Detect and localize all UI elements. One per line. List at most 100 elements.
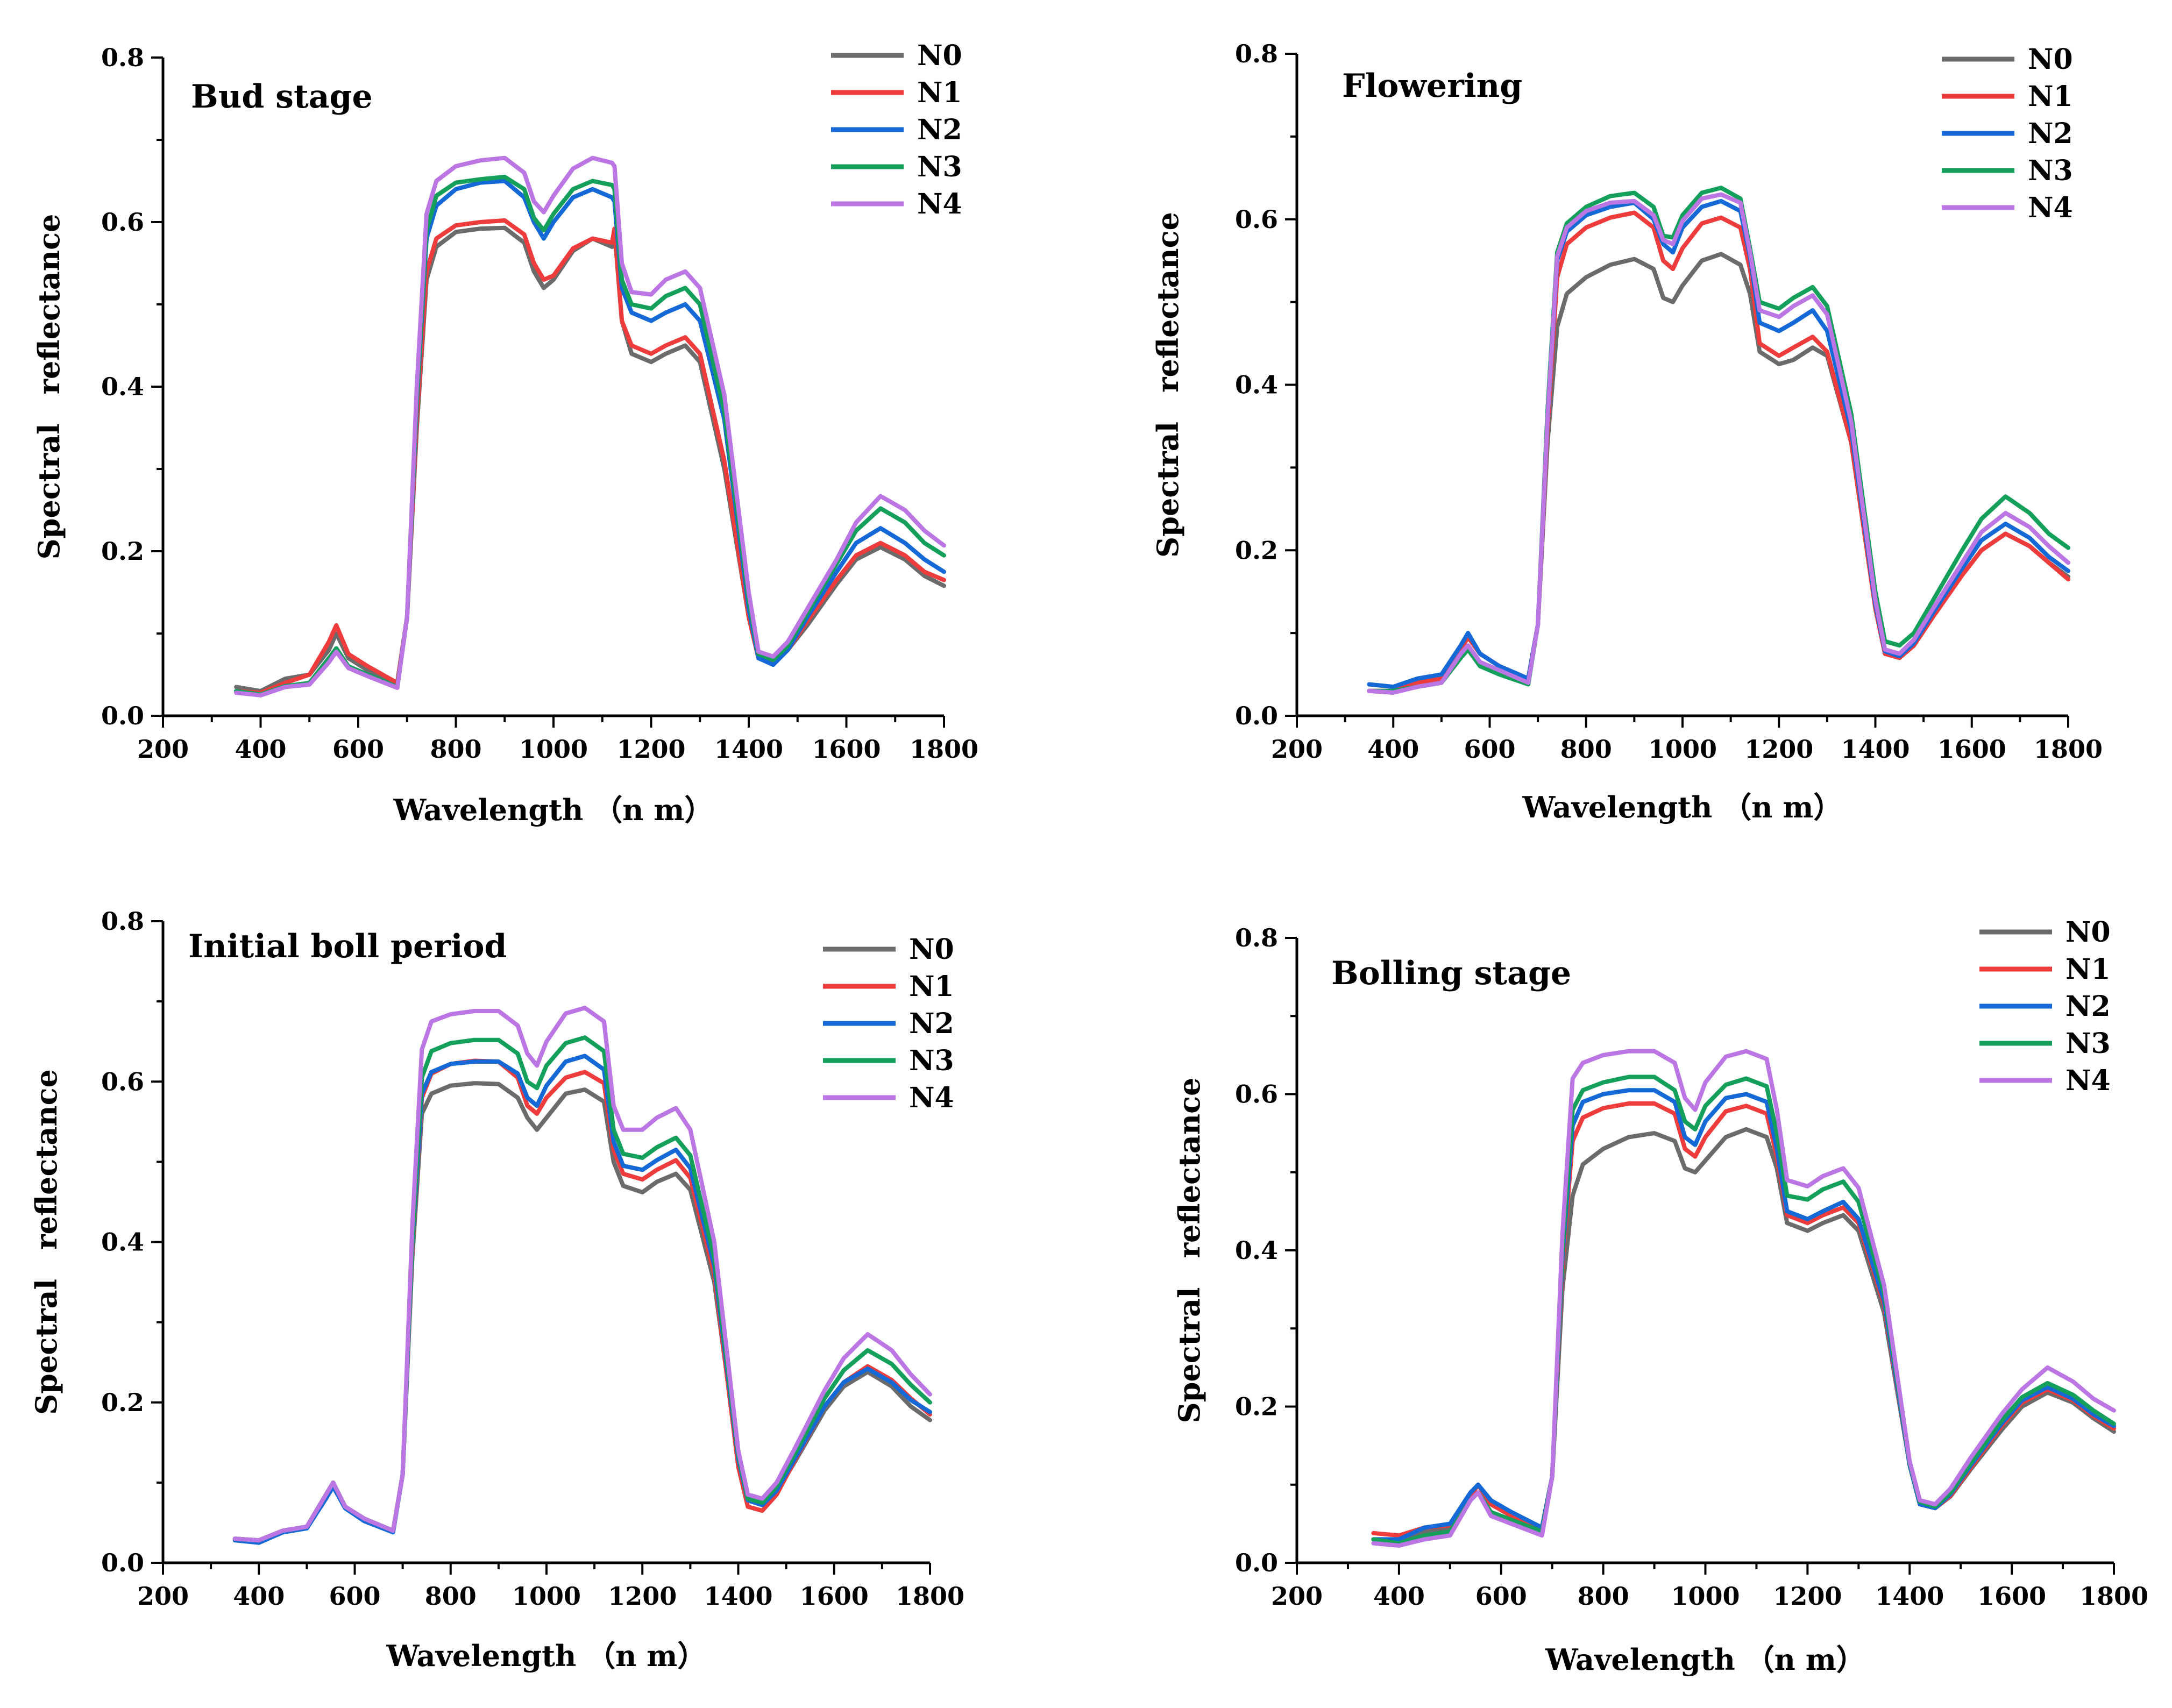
x-axis-title: Wavelength （n m） xyxy=(1545,1642,1865,1677)
series-line-n0 xyxy=(1367,252,2070,695)
x-tick-label: 800 xyxy=(430,735,481,764)
y-tick-label: 0.2 xyxy=(101,537,144,566)
series-line-n1 xyxy=(234,218,946,695)
y-tick-label: 0.4 xyxy=(1235,371,1278,400)
legend-label-n2: N2 xyxy=(2065,990,2111,1023)
x-axis-title: Wavelength （n m） xyxy=(393,793,714,827)
y-tick-label: 0.8 xyxy=(101,43,144,72)
x-axis-title: Wavelength （n m） xyxy=(1522,790,1843,824)
series-line-n3 xyxy=(232,1035,932,1543)
legend-label-n1: N1 xyxy=(909,970,954,1003)
x-tick-label: 400 xyxy=(1373,1582,1425,1611)
x-tick-label: 1000 xyxy=(512,1582,581,1611)
x-tick-label: 800 xyxy=(425,1582,477,1611)
x-tick-label: 1600 xyxy=(812,735,881,764)
series-line-n2 xyxy=(1367,198,2070,689)
x-tick-label: 600 xyxy=(1475,1582,1527,1611)
series-line-n4 xyxy=(232,1006,932,1543)
x-tick-label: 1400 xyxy=(714,735,783,764)
series-line-n4 xyxy=(234,155,946,698)
x-tick-label: 400 xyxy=(233,1582,285,1611)
series-line-n3 xyxy=(1371,1074,2116,1546)
y-tick-label: 0.6 xyxy=(1235,205,1278,234)
y-axis-title: Spectral reflectance xyxy=(1172,1078,1206,1424)
x-tick-label: 400 xyxy=(1367,735,1419,764)
legend-label-n2: N2 xyxy=(917,113,962,146)
y-tick-label: 0.8 xyxy=(101,907,144,936)
panel-bolling-stage: 200 400 600 800 1000 1200 1400 1600 1800 0.0 0.2 0.… xyxy=(1172,916,2148,1677)
x-tick-label: 800 xyxy=(1578,1582,1629,1611)
series-line-n4 xyxy=(1371,1049,2116,1548)
legend-label-n1: N1 xyxy=(2028,80,2073,113)
x-tick-label: 1200 xyxy=(616,735,685,764)
series-line-n2 xyxy=(1371,1088,2116,1542)
y-tick-label: 0.6 xyxy=(101,1067,144,1096)
y-tick-label: 0.4 xyxy=(101,372,144,401)
series-line-n0 xyxy=(1371,1127,2116,1543)
x-tick-label: 1000 xyxy=(1671,1582,1740,1611)
x-tick-label: 1400 xyxy=(1841,735,1910,764)
x-tick-label: 600 xyxy=(332,735,384,764)
y-tick-label: 0.0 xyxy=(1235,701,1278,730)
series-line-n2 xyxy=(232,1054,932,1545)
legend-label-n3: N3 xyxy=(917,151,962,183)
x-tick-label: 1200 xyxy=(608,1582,677,1611)
x-tick-label: 1800 xyxy=(2079,1582,2148,1611)
x-tick-label: 1800 xyxy=(2034,735,2103,764)
y-tick-label: 0.0 xyxy=(101,701,144,730)
legend-label-n4: N4 xyxy=(909,1081,954,1114)
series-line-n0 xyxy=(234,225,946,694)
chart-title: Initial boll period xyxy=(188,928,507,965)
series-line-n4 xyxy=(1367,192,2070,695)
x-tick-label: 1400 xyxy=(1875,1582,1944,1611)
panel-flowering: 200 400 600 800 1000 1200 1400 1600 1800 0.0 0.2 0.… xyxy=(1151,39,2103,824)
legend-label-n2: N2 xyxy=(909,1007,954,1040)
chart-title: Flowering xyxy=(1342,67,1522,105)
y-tick-label: 0.6 xyxy=(101,208,144,237)
x-tick-label: 600 xyxy=(1464,735,1515,764)
y-tick-label: 0.2 xyxy=(101,1388,144,1417)
x-tick-label: 1400 xyxy=(704,1582,772,1611)
y-tick-label: 0.8 xyxy=(1235,39,1278,68)
x-tick-label: 200 xyxy=(1271,1582,1323,1611)
x-tick-label: 800 xyxy=(1560,735,1612,764)
x-tick-label: 1200 xyxy=(1744,735,1813,764)
series-line-n0 xyxy=(232,1081,932,1543)
x-tick-label: 1000 xyxy=(519,735,588,764)
panel-bud-stage: 200 400 600 800 1000 1200 1400 1600 1800 0.0 0.2 0.… xyxy=(32,39,978,827)
y-tick-label: 0.0 xyxy=(101,1548,144,1577)
y-tick-label: 0.2 xyxy=(1235,536,1278,565)
series-line-n3 xyxy=(1367,186,2070,693)
series-line-n2 xyxy=(234,179,946,698)
x-tick-label: 1800 xyxy=(910,735,978,764)
series-line-n1 xyxy=(1367,210,2070,693)
series-line-n3 xyxy=(234,174,946,697)
y-tick-label: 0.4 xyxy=(1235,1236,1278,1265)
y-axis-title: Spectral reflectance xyxy=(29,1069,63,1415)
series-line-n1 xyxy=(232,1058,932,1543)
legend-label-n2: N2 xyxy=(2028,117,2073,150)
y-tick-label: 0.8 xyxy=(1235,923,1278,952)
y-tick-label: 0.4 xyxy=(101,1228,144,1257)
legend-label-n0: N0 xyxy=(917,39,962,72)
legend-label-n1: N1 xyxy=(917,76,962,109)
y-axis-title: Spectral reflectance xyxy=(1151,212,1185,558)
x-tick-label: 1600 xyxy=(1977,1582,2046,1611)
y-axis-title: Spectral reflectance xyxy=(32,214,66,560)
x-axis-title: Wavelength （n m） xyxy=(386,1639,707,1673)
y-tick-label: 0.0 xyxy=(1235,1548,1278,1577)
x-tick-label: 1200 xyxy=(1773,1582,1842,1611)
legend-label-n0: N0 xyxy=(909,933,954,966)
chart-title: Bud stage xyxy=(191,78,373,116)
legend-label-n3: N3 xyxy=(909,1044,954,1077)
x-tick-label: 1000 xyxy=(1648,735,1717,764)
legend-label-n3: N3 xyxy=(2065,1027,2111,1060)
x-tick-label: 200 xyxy=(137,735,189,764)
legend-label-n4: N4 xyxy=(917,188,962,220)
y-tick-label: 0.2 xyxy=(1235,1392,1278,1421)
legend-label-n0: N0 xyxy=(2028,43,2073,76)
legend-label-n0: N0 xyxy=(2065,916,2111,949)
x-tick-label: 400 xyxy=(235,735,286,764)
chart-title: Bolling stage xyxy=(1331,955,1571,992)
